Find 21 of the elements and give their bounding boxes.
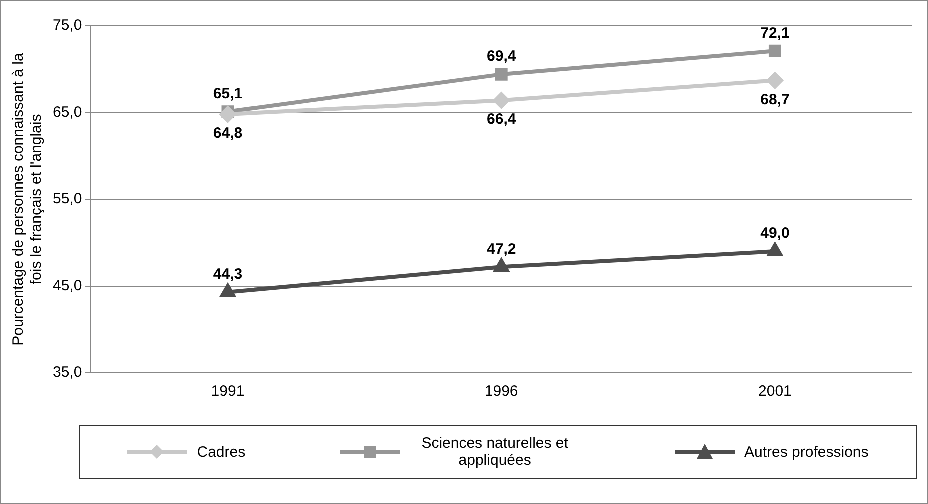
data-label: 72,1 <box>760 24 790 42</box>
data-label: 69,4 <box>486 48 517 66</box>
x-tick-label: 1991 <box>211 383 245 400</box>
legend-label: Sciences naturelles et appliquées <box>420 435 570 469</box>
data-label: 47,2 <box>486 240 516 258</box>
data-label: 65,1 <box>213 86 243 103</box>
data-label: 44,3 <box>213 266 243 283</box>
y-tick-label: 35,0 <box>52 364 82 382</box>
y-tick-label: 45,0 <box>52 277 82 294</box>
data-label: 49,0 <box>760 225 790 242</box>
legend-label: Cadres <box>197 444 246 460</box>
y-tick-label: 65,0 <box>52 104 82 121</box>
y-axis-title: Pourcentage de personnes connaissant à la fois le français et l'anglais <box>10 52 46 346</box>
data-label: 68,7 <box>760 91 790 108</box>
data-label: 66,4 <box>486 111 517 128</box>
y-tick-label: 75,0 <box>52 17 82 34</box>
x-tick-label: 2001 <box>758 383 792 400</box>
y-tick-label: 55,0 <box>52 190 82 208</box>
x-tick-label: 1996 <box>484 383 518 400</box>
legend-label: Autres professions <box>744 444 869 460</box>
data-label: 64,8 <box>213 125 243 142</box>
